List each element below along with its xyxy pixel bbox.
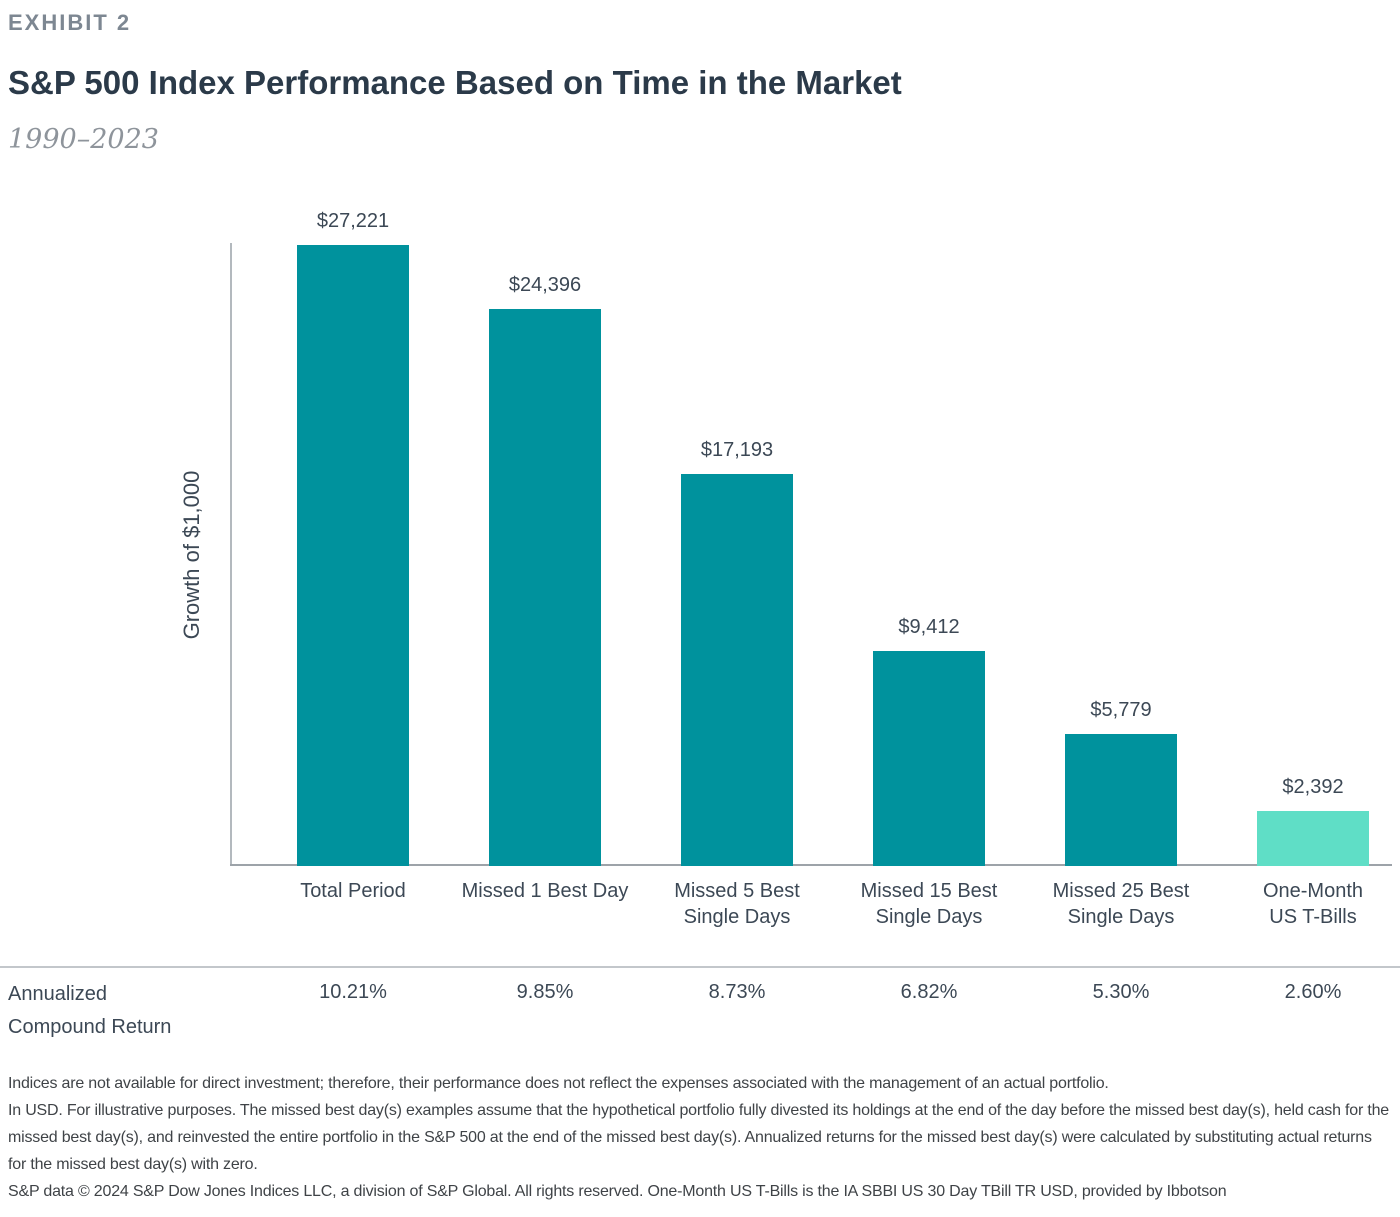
footnotes: Indices are not available for direct inv… bbox=[8, 1070, 1392, 1205]
annualized-return-value: 8.73% bbox=[708, 981, 766, 1003]
annualized-return-value: 5.30% bbox=[1092, 981, 1150, 1003]
x-axis-category-label: Missed 25 Best Single Days bbox=[1052, 880, 1190, 928]
x-axis-category-label: Missed 1 Best Day bbox=[461, 880, 629, 902]
x-axis-category-label: Total Period bbox=[300, 880, 406, 902]
annualized-return-value: 6.82% bbox=[900, 981, 958, 1003]
table-divider bbox=[0, 966, 1400, 968]
x-axis-line bbox=[230, 864, 1392, 866]
bar-value-label: $9,412 bbox=[898, 616, 960, 638]
x-axis-category-label: One-Month US T-Bills bbox=[1262, 880, 1364, 928]
annualized-return-label: Annualized Compound Return bbox=[8, 983, 172, 1038]
annualized-return-value: 2.60% bbox=[1284, 981, 1342, 1003]
y-axis-label: Growth of $1,000 bbox=[179, 470, 204, 640]
annualized-return-value: 10.21% bbox=[319, 981, 387, 1003]
chart-subtitle: 1990–2023 bbox=[8, 124, 159, 155]
bar bbox=[1257, 811, 1369, 866]
bar-value-label: $17,193 bbox=[700, 439, 774, 461]
bar bbox=[1065, 734, 1177, 866]
bar-value-label: $24,396 bbox=[508, 274, 582, 296]
bar-value-label: $2,392 bbox=[1282, 776, 1344, 798]
page-title: S&P 500 Index Performance Based on Time … bbox=[8, 64, 902, 101]
x-axis-category-label: Missed 5 Best Single Days bbox=[674, 880, 800, 928]
exhibit-label: EXHIBIT 2 bbox=[8, 10, 132, 35]
annualized-return-value: 9.85% bbox=[516, 981, 574, 1003]
bar bbox=[297, 245, 409, 866]
bar bbox=[873, 651, 985, 866]
footnote-line: Indices are not available for direct inv… bbox=[8, 1075, 1109, 1092]
bar bbox=[489, 309, 601, 866]
bar-value-label: $5,779 bbox=[1090, 699, 1152, 721]
bar-value-label: $27,221 bbox=[316, 210, 390, 232]
y-axis-line bbox=[230, 243, 232, 866]
bar bbox=[681, 474, 793, 866]
footnote-line: S&P data © 2024 S&P Dow Jones Indices LL… bbox=[8, 1183, 1227, 1200]
footnote-line: In USD. For illustrative purposes. The m… bbox=[8, 1102, 1389, 1173]
x-axis-category-label: Missed 15 Best Single Days bbox=[860, 880, 998, 928]
